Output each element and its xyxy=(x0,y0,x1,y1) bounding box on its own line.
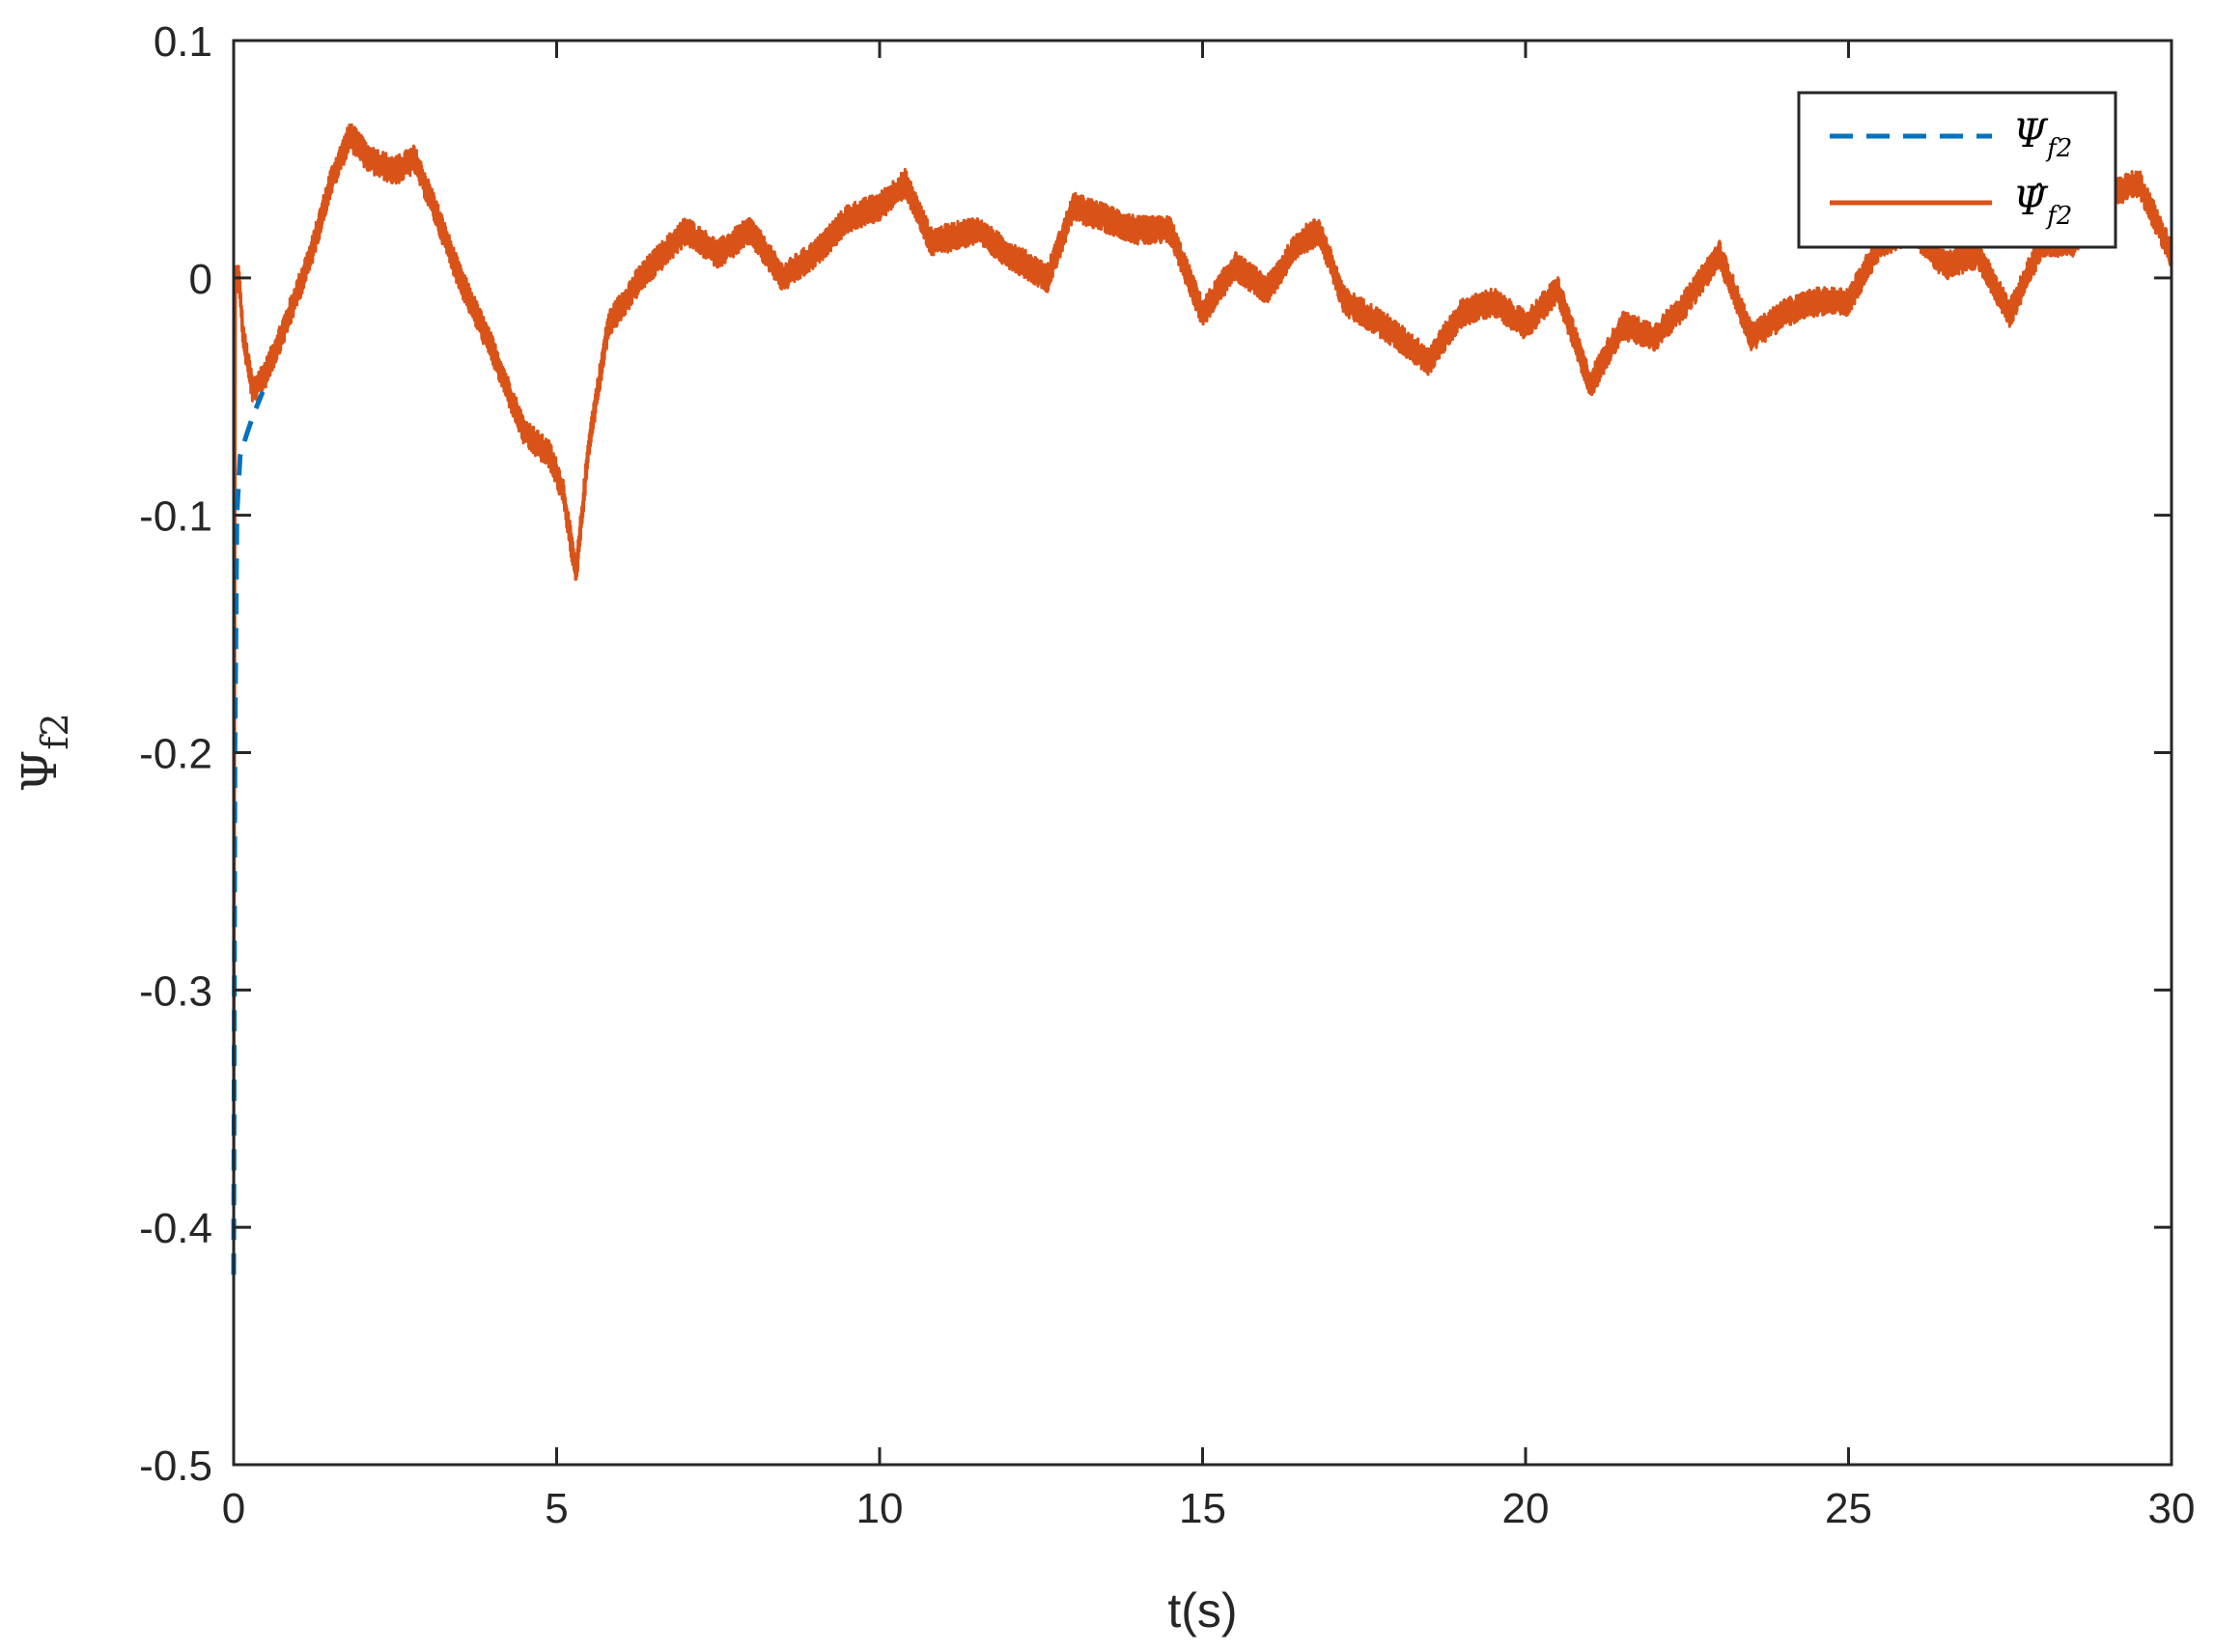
x-tick-label: 25 xyxy=(1825,1485,1872,1532)
y-axis-label-sub: f2 xyxy=(34,713,76,749)
y-tick-label: 0 xyxy=(189,256,212,303)
x-tick-label: 15 xyxy=(1179,1485,1226,1532)
y-axis-label: Ψf2 xyxy=(12,713,76,792)
ticks-layer xyxy=(232,39,2173,1467)
x-tick-label: 5 xyxy=(545,1485,568,1532)
legend-entry-psi: Ψf2 xyxy=(2013,112,2072,163)
x-tick-label: 0 xyxy=(222,1485,245,1532)
legend-box xyxy=(1797,91,2117,249)
y-tick-label: -0.5 xyxy=(139,1442,212,1490)
legend-entry-psi-hat-main: Ψ̂ xyxy=(2013,180,2049,224)
legend: Ψf2 Ψ̂f2 xyxy=(1797,91,2117,249)
y-tick-label: -0.3 xyxy=(139,967,212,1015)
tick-labels-layer: 0 5 10 15 20 25 30 0.1 0 -0.1 -0.2 -0.3 -0.4 -0.5 xyxy=(139,18,2195,1532)
legend-entry-psi-sub: f2 xyxy=(2045,134,2072,163)
legend-entry-psi-main: Ψ xyxy=(2013,112,2049,156)
axes-background xyxy=(234,41,2172,1465)
x-tick-label: 30 xyxy=(2148,1485,2196,1532)
y-axis-label-main: Ψ xyxy=(12,750,68,793)
y-tick-label: -0.1 xyxy=(139,493,212,541)
y-tick-label: -0.4 xyxy=(139,1205,212,1252)
legend-entry-psi-hat-sub: f2 xyxy=(2045,202,2072,231)
x-tick-label: 20 xyxy=(1502,1485,1550,1532)
x-tick-label: 10 xyxy=(856,1485,904,1532)
y-tick-label: -0.2 xyxy=(139,731,212,778)
svg-text:Ψf2: Ψf2 xyxy=(12,713,76,792)
series-psi-hat-line xyxy=(232,123,2173,1275)
y-tick-label: 0.1 xyxy=(154,18,212,66)
x-axis-label: t(s) xyxy=(1167,1583,1237,1638)
legend-entry-psi-hat: Ψ̂f2 xyxy=(2013,180,2072,231)
